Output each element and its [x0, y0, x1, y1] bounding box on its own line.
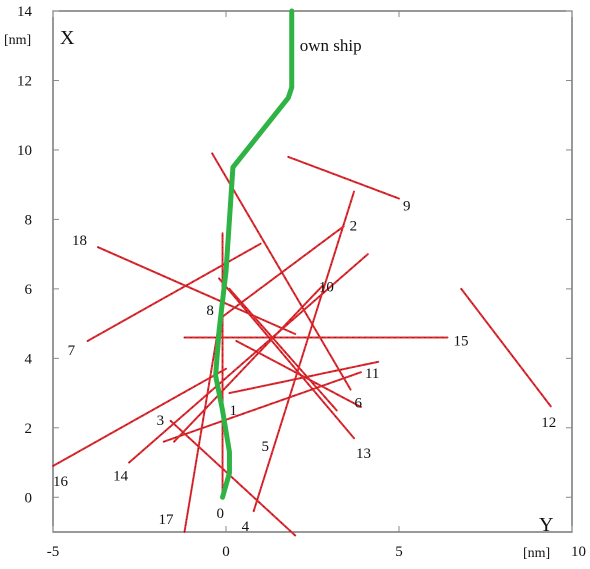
own-ship-line [213, 8, 295, 500]
plot-frame [52, 10, 573, 533]
track-line-4 [252, 190, 356, 513]
target-tracks [52, 152, 553, 537]
track-label-2: 2 [350, 218, 358, 234]
track-label-9: 9 [403, 199, 411, 215]
track-label-12: 12 [541, 415, 556, 431]
track-label-1: 1 [229, 403, 237, 419]
track-label-10: 10 [319, 279, 334, 295]
track-label-18: 18 [72, 233, 87, 249]
track-markers-17 [184, 281, 227, 533]
y-tick-label: 2 [25, 421, 33, 437]
track-markers-11 [163, 371, 362, 443]
x-tick-label: 5 [395, 544, 403, 560]
x-tick-label: 0 [222, 544, 230, 560]
y-tick-label: 8 [25, 212, 33, 228]
track-label-5: 5 [261, 439, 269, 455]
track-label-13: 13 [356, 446, 371, 462]
y-tick-label: 0 [25, 490, 33, 506]
track-label-17: 17 [158, 512, 174, 528]
y-tick-label: 12 [17, 73, 32, 89]
track-label-7: 7 [68, 343, 76, 359]
track-label-3: 3 [157, 413, 165, 429]
track-label-0: 0 [217, 506, 225, 522]
track-line-9 [287, 155, 400, 200]
track-line-18 [96, 246, 297, 336]
track-markers-14 [128, 253, 369, 463]
track-markers-12 [460, 288, 552, 408]
x-tick-label: 10 [571, 544, 586, 560]
track-line-7 [86, 242, 262, 342]
y-axis-title: X [60, 27, 75, 49]
x-axis-title: Y [539, 514, 553, 536]
x-axis-unit: [nm] [523, 546, 550, 561]
track-label-8: 8 [206, 303, 214, 319]
track-label-16: 16 [53, 474, 69, 490]
track-line-5 [228, 287, 338, 412]
track-markers-1 [229, 361, 379, 394]
track-line-2 [221, 225, 345, 318]
track-line-10 [173, 284, 324, 443]
track-markers-3 [170, 420, 296, 536]
y-tick-label: 4 [25, 351, 33, 367]
own-ship-track [213, 8, 295, 500]
track-label-14: 14 [113, 469, 128, 485]
track-label-4: 4 [242, 519, 250, 535]
x-tick-label: -5 [47, 544, 60, 560]
track-line-16 [52, 367, 227, 468]
track-label-6: 6 [355, 396, 363, 412]
y-tick-label: 6 [25, 282, 33, 298]
y-axis-unit: [nm] [4, 33, 31, 48]
track-markers-13 [218, 278, 355, 439]
own-ship-label: own ship [300, 36, 362, 55]
y-tick-label: 14 [17, 4, 33, 20]
track-label-15: 15 [453, 333, 468, 349]
track-markers-6 [211, 153, 351, 390]
track-label-11: 11 [365, 366, 379, 382]
y-tick-label: 10 [17, 143, 32, 159]
